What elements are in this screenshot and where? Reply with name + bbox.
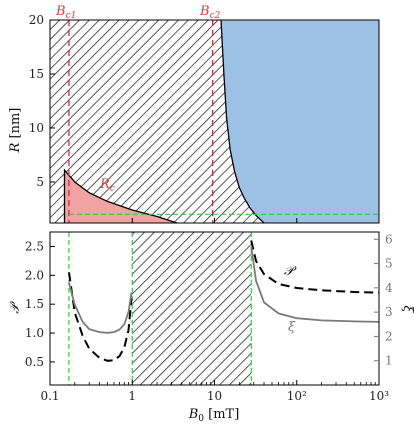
green-vlines (68, 232, 252, 385)
bottom-ytick-label: 2.0 (25, 268, 44, 282)
bottom-ytick-label: 2.5 (25, 239, 44, 253)
top-ticks: 5 10 15 20 (29, 13, 380, 223)
bottom-ytick-right-label: 2 (385, 329, 393, 343)
top-ytick-label: 15 (29, 67, 44, 81)
bottom-panel: 0.5 1.0 1.5 2.0 2.5 1 2 3 4 5 6 0.1 1 10 10² 10³ 𝒫 ξ B0… (8, 231, 415, 424)
bottom-xtick-label: 10² (287, 389, 307, 403)
bottom-ytick-right-label: 5 (385, 257, 393, 271)
p-series-label: 𝒫 (284, 264, 297, 279)
bottom-ytick-right-label: 4 (385, 281, 393, 295)
bottom-ytick-right-label: 6 (385, 232, 393, 246)
bottom-xtick-label: 10 (207, 389, 222, 403)
xi-series-line (250, 246, 379, 323)
bottom-ticks: 0.5 1.0 1.5 2.0 2.5 1 2 3 4 5 6 0.1 1 10 10² 10³ (25, 232, 393, 403)
top-ytick-label: 5 (36, 175, 44, 189)
bc2-label: Bc2 (199, 4, 221, 21)
p-series-line (68, 272, 133, 362)
blue-region (220, 20, 379, 223)
xi-series-label: ξ (288, 320, 296, 335)
bc1-label: Bc1 (55, 4, 76, 21)
red-region (63, 168, 178, 223)
bottom-hatched-region (132, 232, 252, 385)
bottom-xtick-label: 10³ (369, 389, 389, 403)
bottom-ytick-label: 1.0 (25, 326, 44, 340)
bottom-xtick-label: 0.1 (40, 389, 59, 403)
bottom-ytick-right-label: 1 (385, 354, 393, 368)
top-ylabel: R [nm] (8, 108, 23, 154)
top-ytick-label: 10 (29, 121, 44, 135)
bottom-ytick-label: 0.5 (25, 355, 44, 369)
bottom-ylabel-right: ξ (400, 305, 415, 313)
bottom-ytick-label: 1.5 (25, 297, 44, 311)
xi-series-line (68, 282, 133, 334)
top-ytick-label: 20 (29, 13, 44, 27)
bottom-xtick-label: 1 (128, 389, 136, 403)
series-layer (68, 240, 379, 362)
bottom-xlabel: B0 [mT] (188, 407, 240, 424)
bottom-ytick-right-label: 3 (385, 305, 393, 319)
p-series-line (250, 240, 379, 294)
bottom-ylabel: 𝒫 (8, 301, 23, 314)
